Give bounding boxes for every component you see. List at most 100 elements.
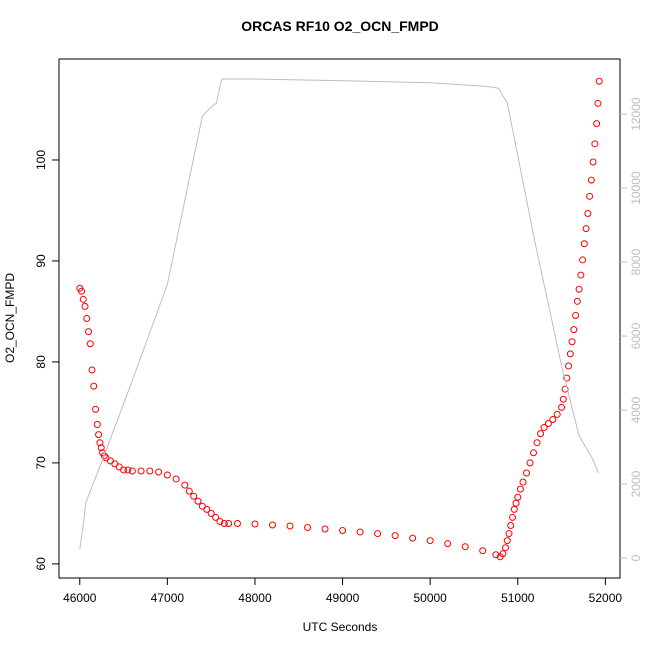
data-point [595,77,603,85]
y2-tick-label: 8000 [629,248,643,275]
data-point [100,452,108,460]
data-point [589,158,597,166]
y2-tick-label: 0 [629,554,643,561]
data-point [190,492,198,500]
data-point [225,519,233,527]
data-point [563,374,571,382]
data-point [461,543,469,551]
data-point [587,176,595,184]
data-point [544,420,552,428]
data-point [591,140,599,148]
data-point [580,240,588,248]
data-point [512,499,520,507]
y2-tick-label: 10000 [629,171,643,205]
data-point [540,424,548,432]
data-point [510,505,518,513]
data-point [507,521,515,529]
data-point [93,421,101,429]
data-point [523,469,531,477]
chart-title: ORCAS RF10 O2_OCN_FMPD [241,18,439,34]
data-point [88,366,96,374]
data-point [79,295,87,303]
data-point [356,528,364,536]
data-point [594,99,602,107]
data-point [97,444,105,452]
y-axis-label: O2_OCN_FMPD [3,273,17,363]
x-axis-label: UTC Seconds [303,620,378,634]
data-point [549,415,557,423]
y2-tick-label: 4000 [629,396,643,423]
data-point [577,271,585,279]
data-point [155,468,163,476]
x-tick-label: 52000 [589,591,623,605]
data-point [124,466,132,474]
data-point [286,522,294,530]
data-point [181,481,189,489]
data-point [106,457,114,465]
x-tick-label: 48000 [238,591,272,605]
data-point [575,285,583,293]
data-point [568,338,576,346]
altitude-line [79,78,599,549]
x-tick-label: 46000 [63,591,97,605]
data-point [203,505,211,513]
data-point [584,209,592,217]
data-point [163,471,171,479]
data-point [586,192,594,200]
data-point [537,430,545,438]
data-point [92,405,100,413]
data-point [444,540,452,548]
data-point [194,497,202,505]
data-point [96,439,104,447]
data-point [251,520,259,528]
data-point [374,530,382,538]
data-point [128,467,136,475]
data-point [78,287,86,295]
data-point [212,513,220,521]
data-point [233,519,241,527]
data-point [559,395,567,403]
data-point [85,328,93,336]
data-point [526,459,534,467]
data-point [220,519,228,527]
data-point [566,350,574,358]
data-point [216,517,224,525]
y2-tick-label: 12000 [629,97,643,131]
y-tick-label: 70 [34,456,48,470]
x-tick-label: 49000 [326,591,360,605]
data-point [570,326,578,334]
data-point [565,362,573,370]
y-tick-label: 100 [34,150,48,170]
data-point [111,460,119,468]
data-point [533,439,541,447]
data-point [391,532,399,540]
data-point [83,315,91,322]
data-point [558,403,566,411]
data-point [198,502,206,510]
data-point [514,493,522,501]
data-point [502,544,510,552]
data-point [339,527,347,535]
data-point [579,256,587,264]
data-point [479,547,487,555]
data-point [172,475,180,483]
data-point [505,530,513,538]
x-tick-label: 51000 [501,591,535,605]
data-point [81,302,89,310]
y-tick-label: 60 [34,557,48,571]
data-point [593,120,601,128]
data-point [95,431,103,439]
data-point [207,509,215,517]
data-point [573,297,581,305]
data-point [409,534,417,542]
data-point [516,485,524,493]
data-point [86,340,94,348]
data-point [146,467,154,475]
data-point [90,382,98,390]
data-point [530,449,538,457]
data-point [185,487,193,495]
data-point [492,551,500,559]
y2-tick-label: 2000 [629,470,643,497]
x-tick-label: 50000 [413,591,447,605]
